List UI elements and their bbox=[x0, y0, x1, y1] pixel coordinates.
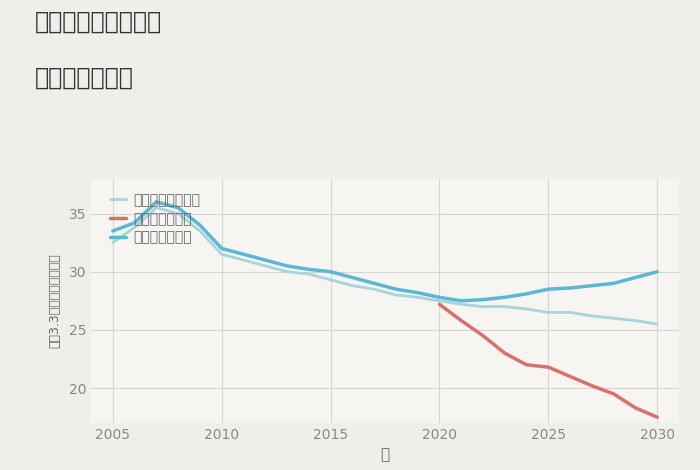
ノーマルシナリオ bbox=[261, 263, 270, 269]
Y-axis label: 坪（3.3㎡）単価（万円）: 坪（3.3㎡）単価（万円） bbox=[49, 253, 62, 348]
グッドシナリオ bbox=[348, 274, 356, 280]
グッドシナリオ bbox=[326, 269, 335, 274]
ノーマルシナリオ bbox=[522, 306, 531, 312]
グッドシナリオ bbox=[108, 228, 117, 234]
グッドシナリオ bbox=[196, 222, 204, 228]
グッドシナリオ bbox=[304, 266, 313, 272]
ノーマルシナリオ bbox=[610, 315, 618, 321]
Legend: ノーマルシナリオ, バッドシナリオ, グッドシナリオ: ノーマルシナリオ, バッドシナリオ, グッドシナリオ bbox=[110, 193, 200, 244]
バッドシナリオ bbox=[631, 405, 640, 411]
ノーマルシナリオ bbox=[304, 271, 313, 277]
グッドシナリオ bbox=[370, 281, 378, 286]
X-axis label: 年: 年 bbox=[380, 447, 390, 462]
Text: 土地の価格推移: 土地の価格推移 bbox=[35, 66, 134, 90]
グッドシナリオ bbox=[610, 281, 618, 286]
グッドシナリオ bbox=[588, 283, 596, 289]
グッドシナリオ bbox=[566, 285, 574, 291]
バッドシナリオ bbox=[588, 383, 596, 389]
グッドシナリオ bbox=[283, 263, 291, 269]
バッドシナリオ bbox=[653, 415, 662, 420]
ノーマルシナリオ bbox=[544, 310, 552, 315]
ノーマルシナリオ bbox=[479, 304, 487, 309]
バッドシナリオ bbox=[435, 301, 444, 307]
グッドシナリオ bbox=[479, 297, 487, 303]
ノーマルシナリオ bbox=[370, 286, 378, 292]
グッドシナリオ bbox=[457, 298, 466, 304]
ノーマルシナリオ bbox=[348, 283, 356, 289]
グッドシナリオ bbox=[435, 295, 444, 300]
ノーマルシナリオ bbox=[392, 292, 400, 298]
ノーマルシナリオ bbox=[218, 251, 226, 257]
ノーマルシナリオ bbox=[414, 295, 422, 300]
ノーマルシナリオ bbox=[283, 269, 291, 274]
Line: ノーマルシナリオ: ノーマルシナリオ bbox=[113, 208, 657, 324]
ノーマルシナリオ bbox=[326, 277, 335, 282]
グッドシナリオ bbox=[130, 220, 139, 226]
ノーマルシナリオ bbox=[108, 240, 117, 245]
ノーマルシナリオ bbox=[457, 301, 466, 307]
ノーマルシナリオ bbox=[588, 313, 596, 319]
Line: グッドシナリオ: グッドシナリオ bbox=[113, 202, 657, 301]
ノーマルシナリオ bbox=[196, 228, 204, 234]
バッドシナリオ bbox=[566, 374, 574, 379]
ノーマルシナリオ bbox=[130, 225, 139, 230]
グッドシナリオ bbox=[653, 269, 662, 274]
バッドシナリオ bbox=[457, 318, 466, 323]
グッドシナリオ bbox=[218, 246, 226, 251]
グッドシナリオ bbox=[392, 286, 400, 292]
グッドシナリオ bbox=[544, 286, 552, 292]
グッドシナリオ bbox=[414, 290, 422, 296]
グッドシナリオ bbox=[522, 291, 531, 297]
ノーマルシナリオ bbox=[631, 318, 640, 323]
バッドシナリオ bbox=[500, 350, 509, 356]
バッドシナリオ bbox=[522, 362, 531, 368]
ノーマルシナリオ bbox=[566, 310, 574, 315]
ノーマルシナリオ bbox=[653, 321, 662, 327]
ノーマルシナリオ bbox=[152, 205, 160, 211]
Line: バッドシナリオ: バッドシナリオ bbox=[440, 304, 657, 417]
ノーマルシナリオ bbox=[239, 257, 248, 263]
グッドシナリオ bbox=[261, 257, 270, 263]
バッドシナリオ bbox=[479, 333, 487, 338]
グッドシナリオ bbox=[152, 199, 160, 205]
ノーマルシナリオ bbox=[174, 211, 182, 216]
ノーマルシナリオ bbox=[435, 298, 444, 304]
グッドシナリオ bbox=[500, 295, 509, 300]
グッドシナリオ bbox=[631, 274, 640, 280]
Text: 岐阜県大垣市内原の: 岐阜県大垣市内原の bbox=[35, 9, 162, 33]
バッドシナリオ bbox=[544, 364, 552, 370]
ノーマルシナリオ bbox=[500, 304, 509, 309]
グッドシナリオ bbox=[174, 205, 182, 211]
グッドシナリオ bbox=[239, 251, 248, 257]
バッドシナリオ bbox=[610, 391, 618, 397]
